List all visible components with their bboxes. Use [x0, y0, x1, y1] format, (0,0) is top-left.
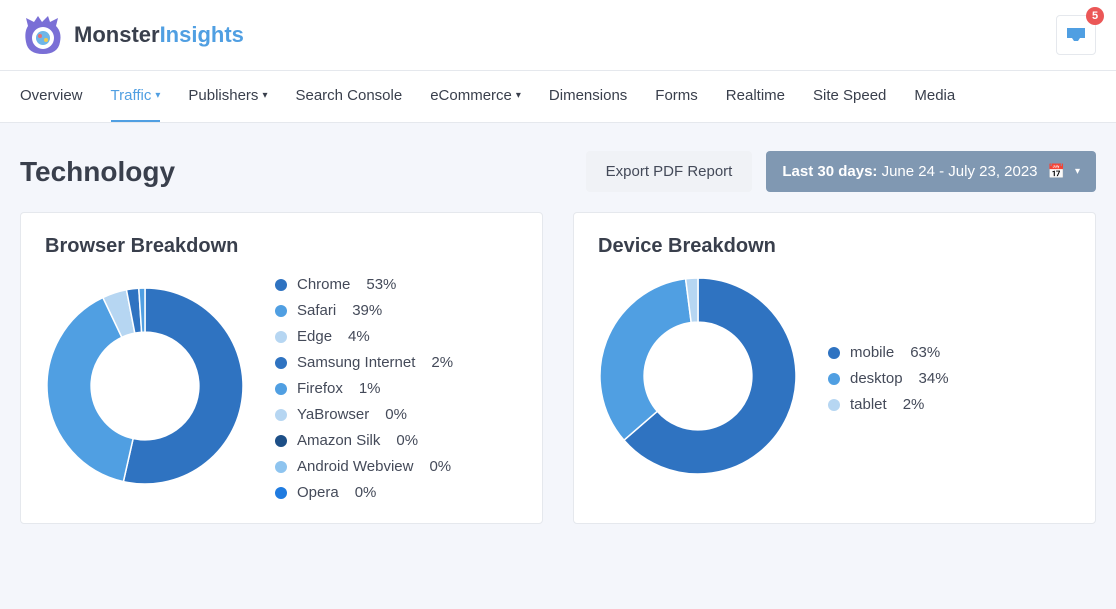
card-title: Browser Breakdown [45, 235, 518, 258]
calendar-icon: 📅 [1048, 163, 1065, 180]
browser-legend-item: Safari 39% [275, 302, 453, 319]
legend-dot [275, 357, 287, 369]
tab-overview[interactable]: Overview [20, 71, 83, 122]
browser-legend-item: YaBrowser 0% [275, 406, 453, 423]
browser-legend-item: Android Webview 0% [275, 458, 453, 475]
tab-media[interactable]: Media [914, 71, 955, 122]
export-pdf-button[interactable]: Export PDF Report [586, 151, 753, 192]
legend-name: Android Webview [297, 458, 413, 475]
device-legend-item: desktop 34% [828, 370, 949, 387]
browser-legend-item: Amazon Silk 0% [275, 432, 453, 449]
date-prefix: Last 30 days: [782, 163, 877, 180]
browser-legend-item: Samsung Internet 2% [275, 354, 453, 371]
legend-name: YaBrowser [297, 406, 369, 423]
legend-pct: 63% [910, 344, 940, 361]
legend-pct: 0% [396, 432, 418, 449]
tab-label: eCommerce [430, 87, 512, 104]
legend-name: mobile [850, 344, 894, 361]
browser-legend-item: Opera 0% [275, 484, 453, 501]
chevron-down-icon: ▾ [1075, 166, 1080, 177]
legend-pct: 53% [366, 276, 396, 293]
browser-legend-item: Edge 4% [275, 328, 453, 345]
legend-pct: 4% [348, 328, 370, 345]
card-title: Device Breakdown [598, 235, 1071, 258]
legend-dot [828, 347, 840, 359]
legend-pct: 2% [431, 354, 453, 371]
device-legend-item: mobile 63% [828, 344, 949, 361]
chevron-down-icon: ▾ [262, 90, 267, 101]
legend-name: desktop [850, 370, 903, 387]
legend-name: tablet [850, 396, 887, 413]
date-range-button[interactable]: Last 30 days: June 24 - July 23, 2023 📅 … [766, 151, 1096, 192]
legend-dot [275, 383, 287, 395]
tab-ecommerce[interactable]: eCommerce ▾ [430, 71, 521, 122]
legend-pct: 0% [355, 484, 377, 501]
inbox-badge: 5 [1086, 7, 1104, 25]
legend-name: Opera [297, 484, 339, 501]
legend-pct: 39% [352, 302, 382, 319]
browser-breakdown-card: Browser Breakdown Chrome 53% Safari 39% Edge… [20, 212, 543, 524]
brand-text-1: Monster [74, 22, 160, 47]
chevron-down-icon: ▾ [155, 90, 160, 101]
legend-name: Edge [297, 328, 332, 345]
device-breakdown-card: Device Breakdown mobile 63% desktop 34% tabl… [573, 212, 1096, 524]
legend-pct: 1% [359, 380, 381, 397]
legend-pct: 34% [919, 370, 949, 387]
legend-dot [275, 461, 287, 473]
tab-label: Overview [20, 87, 83, 104]
tab-label: Publishers [188, 87, 258, 104]
tab-site-speed[interactable]: Site Speed [813, 71, 886, 122]
brand-text-2: Insights [160, 22, 244, 47]
inbox-icon [1066, 27, 1086, 43]
device-slice-desktop [600, 279, 691, 440]
legend-pct: 2% [903, 396, 925, 413]
tab-label: Search Console [295, 87, 402, 104]
chevron-down-icon: ▾ [516, 90, 521, 101]
date-range-text: June 24 - July 23, 2023 [882, 163, 1038, 180]
legend-dot [275, 435, 287, 447]
tab-label: Dimensions [549, 87, 627, 104]
device-donut-chart [598, 276, 798, 481]
legend-name: Amazon Silk [297, 432, 380, 449]
legend-name: Chrome [297, 276, 350, 293]
browser-legend-item: Firefox 1% [275, 380, 453, 397]
legend-dot [275, 487, 287, 499]
legend-dot [828, 399, 840, 411]
legend-name: Firefox [297, 380, 343, 397]
legend-pct: 0% [385, 406, 407, 423]
tab-label: Traffic [111, 87, 152, 104]
tab-realtime[interactable]: Realtime [726, 71, 785, 122]
legend-name: Samsung Internet [297, 354, 415, 371]
tab-forms[interactable]: Forms [655, 71, 698, 122]
legend-dot [275, 305, 287, 317]
legend-dot [275, 331, 287, 343]
legend-dot [828, 373, 840, 385]
brand-logo: MonsterInsights [20, 12, 244, 58]
mascot-icon [20, 12, 66, 58]
tab-label: Site Speed [813, 87, 886, 104]
tab-label: Forms [655, 87, 698, 104]
tab-label: Realtime [726, 87, 785, 104]
nav-tabs: OverviewTraffic▾Publishers▾Search Consol… [0, 70, 1116, 123]
device-legend: mobile 63% desktop 34% tablet 2% [828, 344, 949, 413]
tab-dimensions[interactable]: Dimensions [549, 71, 627, 122]
legend-dot [275, 409, 287, 421]
legend-dot [275, 279, 287, 291]
browser-legend-item: Chrome 53% [275, 276, 453, 293]
tab-publishers[interactable]: Publishers ▾ [188, 71, 267, 122]
page-title: Technology [20, 156, 175, 188]
legend-name: Safari [297, 302, 336, 319]
browser-legend: Chrome 53% Safari 39% Edge 4% Samsung Internet… [275, 276, 453, 501]
tab-label: Media [914, 87, 955, 104]
tab-search-console[interactable]: Search Console [295, 71, 402, 122]
legend-pct: 0% [429, 458, 451, 475]
device-legend-item: tablet 2% [828, 396, 949, 413]
browser-donut-chart [45, 286, 245, 491]
tab-traffic[interactable]: Traffic▾ [111, 71, 161, 122]
